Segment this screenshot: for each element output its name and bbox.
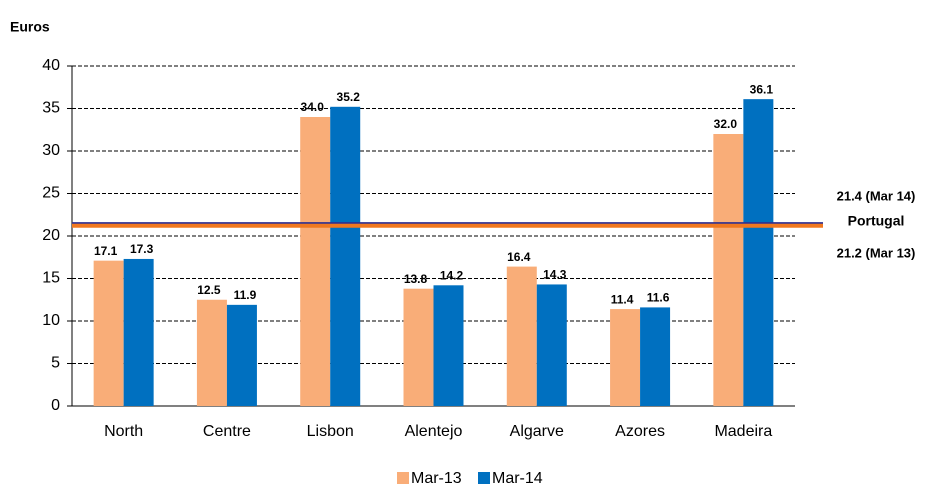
value-label: 34.0	[301, 100, 325, 114]
value-label: 36.1	[750, 82, 774, 96]
bar	[506, 266, 537, 406]
legend-label: Mar-14	[492, 470, 543, 487]
legend-swatch	[397, 472, 409, 484]
value-label: 12.5	[197, 283, 221, 297]
value-label: 32.0	[714, 117, 738, 131]
y-tick-label: 35	[42, 100, 60, 117]
value-label: 17.1	[94, 244, 118, 258]
x-tick-label: Lisbon	[307, 423, 354, 440]
x-tick-label: Azores	[615, 423, 665, 440]
bar	[226, 304, 257, 406]
value-label: 16.4	[507, 250, 531, 264]
y-tick-label: 20	[42, 227, 60, 244]
x-tick-label: North	[104, 423, 143, 440]
bar	[403, 288, 434, 406]
value-label: 35.2	[337, 90, 361, 104]
reference-name: Portugal	[848, 213, 905, 229]
value-label: 14.2	[440, 268, 464, 282]
bar	[196, 299, 227, 406]
y-tick-label: 15	[42, 270, 60, 287]
y-axis-title: Euros	[10, 19, 50, 35]
legend-swatch	[478, 472, 490, 484]
bar	[536, 284, 567, 406]
x-tick-label: Alentejo	[405, 423, 463, 440]
value-label: 17.3	[130, 242, 154, 256]
value-label: 11.6	[647, 291, 670, 305]
bar	[713, 134, 744, 406]
x-tick-label: Algarve	[510, 423, 564, 440]
bar	[93, 260, 124, 406]
reference-label: 21.4 (Mar 14)	[837, 188, 916, 203]
bar	[300, 117, 331, 406]
y-tick-label: 30	[42, 142, 60, 159]
bar	[330, 106, 361, 407]
y-tick-label: 40	[42, 57, 60, 74]
bar	[123, 258, 154, 406]
y-tick-label: 0	[51, 397, 60, 414]
y-tick-label: 5	[51, 355, 60, 372]
bar	[433, 285, 464, 406]
y-tick-label: 10	[42, 312, 60, 329]
y-tick-label: 25	[42, 185, 60, 202]
x-tick-label: Centre	[203, 423, 251, 440]
bar	[743, 99, 774, 407]
legend-label: Mar-13	[411, 470, 462, 487]
bar	[610, 309, 641, 406]
value-label: 13.8	[404, 272, 428, 286]
bar	[640, 307, 671, 406]
reference-label: 21.2 (Mar 13)	[837, 245, 916, 260]
x-tick-label: Madeira	[714, 423, 772, 440]
value-label: 14.3	[543, 268, 567, 282]
value-label: 11.9	[234, 288, 257, 302]
value-label: 11.4	[611, 292, 634, 306]
